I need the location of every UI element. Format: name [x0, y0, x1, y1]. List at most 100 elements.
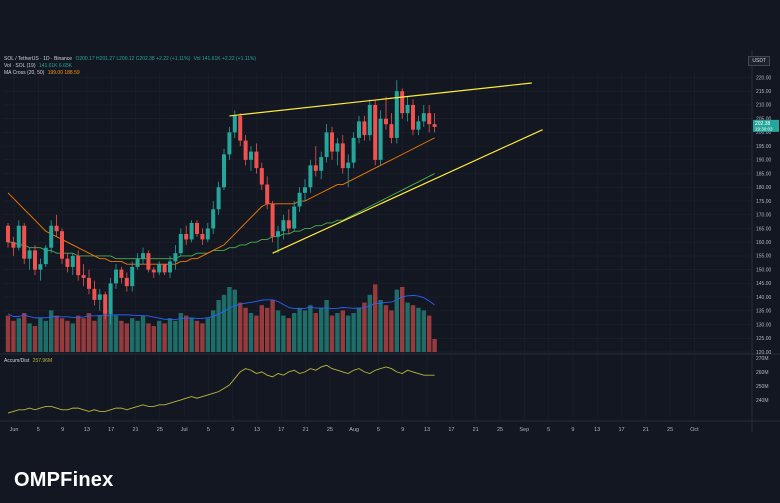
volume-bar — [27, 323, 32, 352]
candle-body — [243, 140, 248, 160]
volume-bar — [221, 294, 227, 352]
price-tick-label: 190.00 — [756, 158, 772, 164]
candle-body — [49, 225, 54, 248]
volume-bar — [335, 313, 340, 352]
candle-body — [27, 250, 32, 259]
chart-background — [0, 50, 780, 450]
volume-bar — [275, 310, 281, 352]
price-tick-label: 125.00 — [756, 336, 772, 342]
candle-body — [400, 91, 405, 114]
candle-body — [60, 231, 64, 259]
volume-bar — [97, 315, 102, 352]
time-tick-label: 17 — [278, 427, 284, 433]
volume-legend-label: Vol · SOL (19) — [4, 63, 36, 69]
candle-body — [184, 233, 189, 240]
time-tick-label: 5 — [547, 427, 550, 433]
volume-bar — [103, 310, 108, 352]
candle-body — [81, 275, 86, 278]
volume-bar — [302, 310, 308, 352]
time-tick-label: 25 — [497, 427, 503, 433]
time-tick-label: 17 — [618, 427, 624, 433]
candle-body — [362, 121, 367, 136]
volume-bar — [340, 310, 345, 352]
time-tick-label: 21 — [303, 427, 309, 433]
volume-bar — [367, 294, 372, 352]
volume-bar — [254, 315, 259, 352]
candle-body — [173, 253, 178, 262]
volume-bar — [329, 315, 335, 352]
candle-body — [189, 222, 194, 240]
volume-bar — [421, 310, 426, 352]
time-tick-label: 5 — [37, 427, 40, 433]
time-tick-label: 9 — [401, 427, 404, 433]
volume-bar — [200, 323, 205, 352]
ma-legend[interactable]: MA Cross (20, 50) 199.00 188.59 — [4, 70, 82, 76]
volume-bar — [238, 302, 243, 352]
price-tick-label: 180.00 — [756, 185, 772, 191]
price-tick-label: 210.00 — [756, 103, 772, 109]
candle-body — [16, 225, 21, 248]
volume-bar — [427, 315, 432, 352]
price-tick-label: 150.00 — [756, 267, 772, 273]
volume-bar — [59, 318, 65, 352]
volume-bar — [22, 313, 27, 352]
candle-body — [308, 165, 313, 188]
volume-legend-values: 141.61K 6.65K — [38, 63, 72, 69]
candle-body — [97, 294, 102, 300]
price-tick-label: 165.00 — [756, 226, 772, 232]
volume-bar — [410, 305, 416, 352]
time-tick-label: Oct — [690, 427, 699, 433]
time-tick-label: 21 — [643, 427, 649, 433]
volume-bar — [205, 318, 210, 352]
volume-bar — [151, 326, 156, 352]
volume-bar — [356, 307, 362, 352]
accdist-line — [7, 364, 435, 414]
time-tick-label: Sep — [519, 427, 529, 433]
candle-body — [43, 247, 48, 265]
volume-bar — [38, 318, 43, 352]
symbol-legend: SOL / TetherUS · 1D · Binance O200.17 H2… — [4, 56, 258, 62]
time-tick-label: 9 — [231, 427, 234, 433]
candle-body — [384, 118, 388, 125]
candle-body — [38, 264, 43, 270]
volume-bar — [54, 315, 59, 352]
volume-bar — [416, 307, 421, 352]
volume-bar — [189, 318, 194, 352]
volume-bar — [140, 315, 146, 352]
candle-body — [130, 266, 135, 287]
candle-body — [270, 203, 275, 237]
candle-body — [232, 115, 237, 133]
accdist-tick-label: 240M — [756, 398, 769, 404]
candle-body — [103, 294, 108, 314]
candle-body — [162, 264, 167, 273]
volume-bar — [308, 305, 313, 352]
volume-bar — [265, 307, 270, 352]
volume-bar — [119, 320, 124, 352]
candle-body — [335, 143, 340, 152]
candle-body — [108, 283, 113, 314]
volume-bar — [113, 315, 119, 352]
volume-bar — [65, 320, 70, 352]
countdown-label: 19:30:03 — [755, 126, 773, 131]
candle-body — [119, 269, 124, 278]
volume-bar — [400, 287, 405, 352]
volume-bar — [92, 320, 97, 352]
candle-body — [324, 132, 329, 158]
symbol-title[interactable]: SOL / TetherUS · 1D · Binance — [4, 56, 73, 62]
accdist-legend[interactable]: Accum/Dist 257.96M — [4, 358, 54, 364]
volume-bar — [184, 315, 189, 352]
accdist-tick-label: 250M — [756, 384, 769, 390]
candle-body — [340, 143, 345, 169]
candle-body — [54, 225, 59, 232]
time-tick-label: 13 — [84, 427, 90, 433]
volume-bar — [346, 315, 351, 352]
price-tick-label: 140.00 — [756, 295, 772, 301]
volume-legend[interactable]: Vol · SOL (19) 141.61K 6.65K — [4, 63, 74, 69]
currency-badge[interactable]: USDT — [748, 56, 770, 66]
volume-bar — [248, 313, 254, 352]
volume-bar — [162, 323, 167, 352]
candle-body — [76, 255, 81, 276]
price-tick-label: 160.00 — [756, 240, 772, 246]
candle-body — [205, 228, 210, 240]
candle-body — [297, 192, 302, 207]
